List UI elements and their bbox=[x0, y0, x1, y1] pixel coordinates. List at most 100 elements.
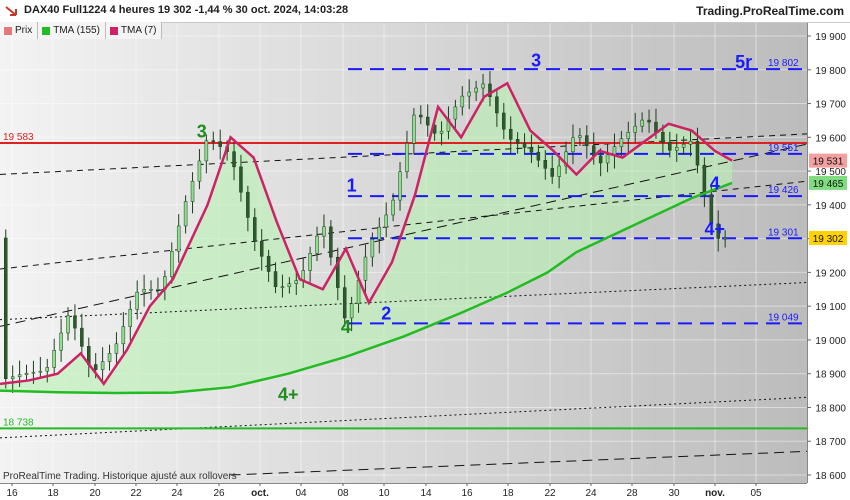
level-label: 19 551 bbox=[768, 143, 799, 154]
candle-body bbox=[197, 160, 202, 182]
x-tick-label: 22 bbox=[544, 488, 556, 499]
legend-swatch bbox=[42, 26, 51, 35]
y-tick-label: 19 500 bbox=[815, 167, 846, 178]
wave-label: 4+ bbox=[705, 219, 726, 239]
level-label: 19 802 bbox=[768, 58, 799, 69]
candle-body bbox=[253, 217, 257, 242]
candle-body bbox=[488, 83, 492, 98]
x-tick-label: 16 bbox=[6, 488, 18, 499]
area-fill-layer bbox=[0, 83, 733, 393]
x-tick-label: 20 bbox=[89, 488, 101, 499]
y-tick-label: 19 400 bbox=[815, 201, 846, 212]
level-label: 18 738 bbox=[3, 417, 34, 428]
candle-body bbox=[467, 91, 471, 97]
candle-body bbox=[308, 253, 312, 271]
candle-body bbox=[439, 130, 444, 134]
candle-body bbox=[246, 191, 250, 218]
candle-body bbox=[17, 374, 22, 377]
x-tick-label: 16 bbox=[461, 488, 473, 499]
candle-body bbox=[121, 326, 126, 345]
y-tick-label: 19 700 bbox=[815, 100, 846, 111]
x-tick-label: 30 bbox=[668, 488, 680, 499]
x-tick-label: 24 bbox=[585, 488, 597, 499]
candle-body bbox=[578, 135, 582, 138]
x-tick-label: 10 bbox=[378, 488, 390, 499]
y-tick-label: 18 600 bbox=[815, 471, 846, 482]
candle-body bbox=[453, 106, 458, 120]
y-tick-label: 18 900 bbox=[815, 370, 846, 381]
candle-body bbox=[183, 201, 188, 227]
y-tick-label: 19 600 bbox=[815, 133, 846, 144]
price-tag-label: 19 465 bbox=[813, 179, 844, 190]
tma-155-line bbox=[0, 181, 733, 395]
candle-body bbox=[377, 226, 382, 240]
x-tick-label: oct. bbox=[251, 488, 269, 499]
candle-body bbox=[273, 271, 278, 287]
legend-swatch bbox=[109, 26, 118, 35]
x-tick-label: nov. bbox=[705, 488, 725, 499]
legend-label: TMA (155) bbox=[53, 25, 100, 36]
x-tick-label: 22 bbox=[130, 488, 142, 499]
candle-body bbox=[100, 361, 105, 370]
y-tick-label: 19 200 bbox=[815, 268, 846, 279]
wave-label: 5r bbox=[735, 52, 752, 72]
candle-body bbox=[640, 119, 644, 127]
legend-item-prix[interactable]: Prix bbox=[0, 22, 39, 39]
x-tick-label: 26 bbox=[213, 488, 225, 499]
candle-body bbox=[211, 140, 216, 142]
candle-body bbox=[128, 309, 133, 327]
x-axis-panel bbox=[0, 483, 850, 500]
candle-body bbox=[598, 155, 603, 164]
tma-7-line bbox=[0, 81, 733, 386]
candle-body bbox=[45, 367, 50, 372]
tma-envelope-fill bbox=[0, 83, 733, 393]
x-tick-label: 28 bbox=[626, 488, 638, 499]
wave-labels-layer: 3 4+ 4 1 2 3 5r 4 4+ bbox=[197, 50, 752, 404]
candle-body bbox=[204, 140, 209, 162]
candle-body bbox=[405, 143, 409, 173]
y-tick-label: 18 800 bbox=[815, 403, 846, 414]
candle-body bbox=[502, 112, 506, 130]
legend-item-tma-155[interactable]: TMA (155) bbox=[38, 22, 106, 39]
price-tag-label: 19 531 bbox=[813, 157, 844, 168]
y-tick-label: 19 100 bbox=[815, 302, 846, 313]
candle-body bbox=[239, 166, 243, 193]
price-tag-label: 19 302 bbox=[813, 234, 844, 245]
price-tag bbox=[809, 175, 847, 190]
trend-line bbox=[0, 133, 808, 175]
candle-body bbox=[571, 137, 575, 153]
candle-body bbox=[688, 140, 693, 145]
legend-item-tma-7[interactable]: TMA (7) bbox=[105, 22, 163, 39]
candle-body bbox=[135, 291, 139, 310]
candle-body bbox=[412, 114, 416, 144]
x-tick-label: 08 bbox=[337, 488, 349, 499]
candle-body bbox=[142, 289, 146, 293]
level-label: 19 049 bbox=[768, 312, 799, 323]
candle-body bbox=[474, 87, 478, 93]
candle-body bbox=[723, 237, 727, 240]
trend-lines-layer bbox=[0, 133, 808, 476]
candle-body bbox=[156, 289, 160, 291]
wave-label: 4 bbox=[341, 317, 351, 337]
candle-body bbox=[384, 214, 388, 228]
trend-line bbox=[0, 180, 808, 270]
candle-body bbox=[232, 151, 236, 168]
candle-body bbox=[38, 370, 43, 373]
candle-body bbox=[522, 143, 527, 148]
series-layer bbox=[0, 71, 733, 395]
candle-body bbox=[633, 125, 637, 133]
legend-label: TMA (7) bbox=[120, 25, 157, 36]
candle-body bbox=[329, 226, 333, 258]
legend-swatch bbox=[4, 26, 12, 35]
candle-body bbox=[336, 256, 340, 288]
wave-label: 3 bbox=[531, 50, 541, 70]
candle-body bbox=[107, 353, 112, 362]
candle-body bbox=[294, 280, 299, 284]
candle-body bbox=[190, 180, 195, 202]
candle-body bbox=[585, 135, 589, 147]
axis-labels-layer: 18 600 18 700 18 800 18 900 19 000 19 100 19 2… bbox=[6, 32, 846, 499]
candle-body bbox=[259, 240, 264, 257]
candle-body bbox=[114, 343, 119, 354]
brand-label: Trading.ProRealTime.com bbox=[696, 4, 844, 18]
